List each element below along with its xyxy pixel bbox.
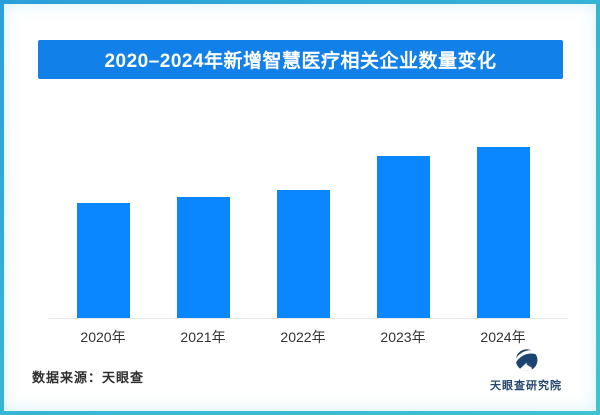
x-tick-label: 2021年	[180, 329, 226, 345]
logo: 天眼查研究院	[478, 348, 574, 393]
x-tick-label: 2023年	[380, 329, 426, 345]
logo-text: 天眼查研究院	[490, 380, 562, 392]
x-axis-line	[48, 318, 568, 319]
x-tick-label: 2022年	[280, 329, 326, 345]
x-axis-labels: 2020年 2021年 2022年 2023年 2024年	[53, 327, 553, 347]
x-tick-label: 2020年	[80, 329, 126, 345]
bar-column	[253, 190, 353, 318]
chart-title: 2020–2024年新增智慧医疗相关企业数量变化	[104, 51, 497, 72]
bar-chart	[53, 4, 553, 318]
bar-2022年	[276, 190, 330, 318]
bar-2020年	[76, 203, 130, 318]
bar-2021年	[176, 197, 230, 318]
bar-column	[453, 147, 553, 318]
bar-column	[153, 197, 253, 318]
bar-2023年	[376, 156, 430, 318]
title-banner: 2020–2024年新增智慧医疗相关企业数量变化	[38, 40, 563, 79]
x-tick-label: 2024年	[480, 329, 526, 345]
bar-column	[353, 156, 453, 318]
bar-column	[53, 203, 153, 318]
bar-2024年	[476, 147, 530, 318]
tianyancha-eye-logo-icon	[513, 349, 540, 371]
data-source-note: 数据来源：天眼查	[32, 370, 145, 385]
